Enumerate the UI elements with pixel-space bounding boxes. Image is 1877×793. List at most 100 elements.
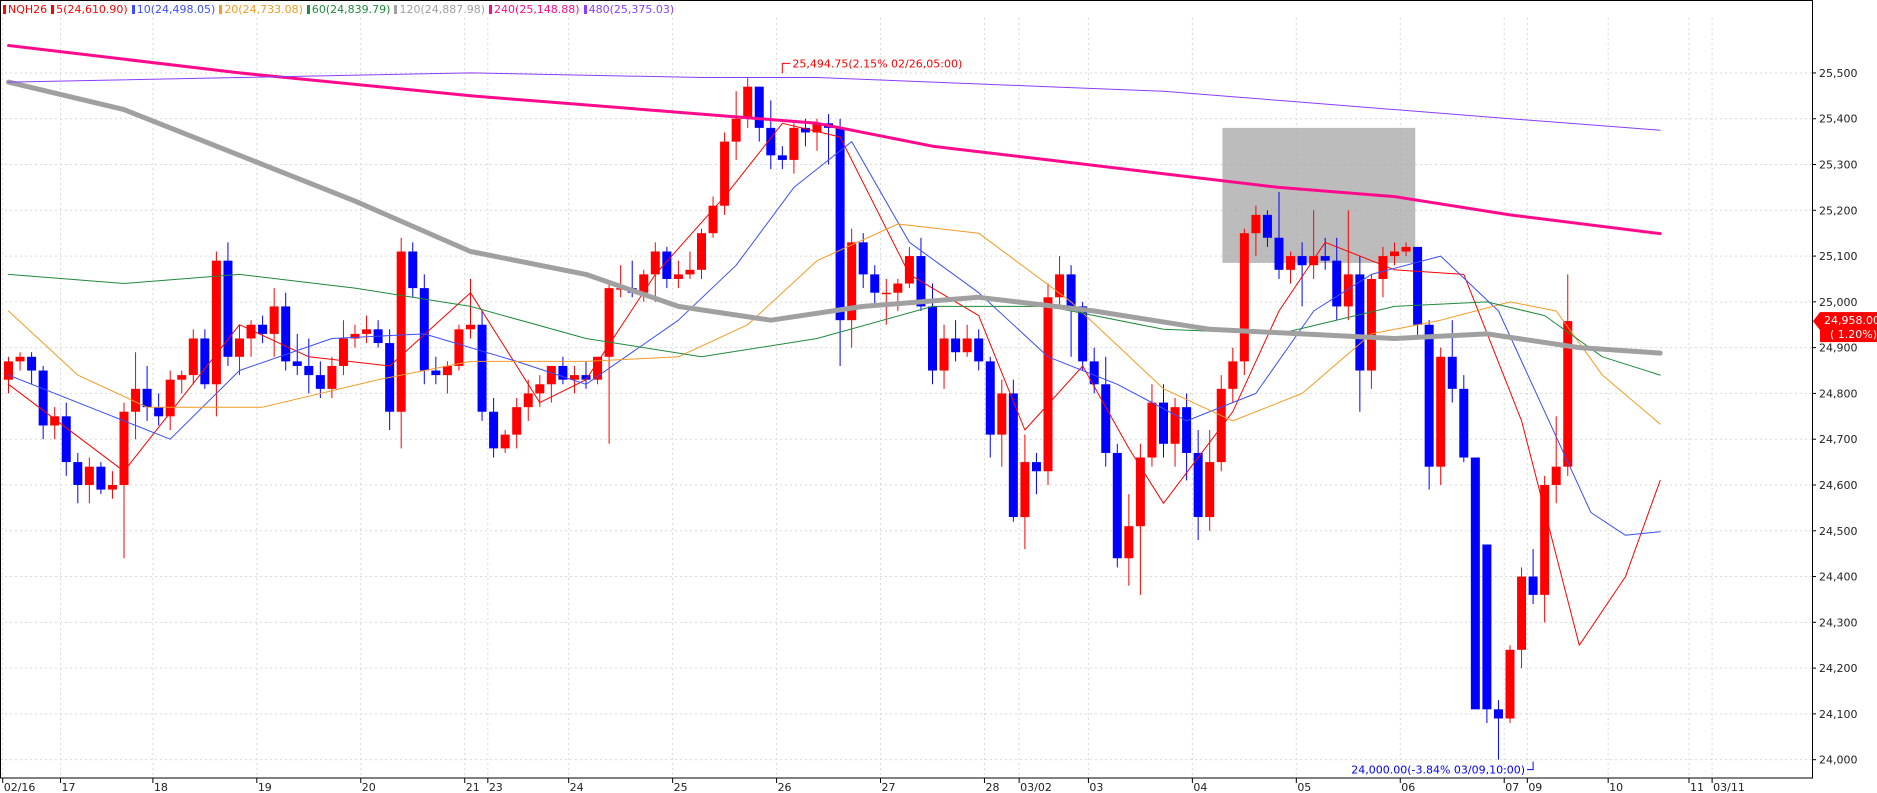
- candle: [1055, 256, 1065, 307]
- candle-body: [1378, 256, 1388, 279]
- x-tick-label: 06: [1401, 781, 1415, 793]
- candle: [1470, 457, 1480, 710]
- candle: [743, 77, 753, 128]
- candle: [131, 352, 141, 440]
- candle: [789, 123, 799, 174]
- low-marker-line: [1527, 761, 1534, 771]
- y-tick-label: 24,400: [1819, 571, 1858, 584]
- candle: [200, 329, 210, 389]
- candle: [777, 146, 787, 170]
- candle-body: [904, 256, 914, 284]
- candle-body: [1228, 361, 1238, 389]
- candle-body: [1563, 321, 1573, 467]
- candle: [188, 329, 198, 385]
- candle-body: [327, 365, 337, 389]
- chart-legend: NQH26 5(24,610.90) 10(24,498.05) 20(24,733.…: [3, 2, 678, 18]
- candle-body: [292, 361, 302, 366]
- x-tick-label: 02/16: [4, 781, 36, 793]
- candle-body: [1205, 462, 1215, 518]
- candle-body: [997, 393, 1007, 435]
- last-price-change: ( 1.20%): [1830, 328, 1877, 341]
- candle-body: [119, 411, 129, 485]
- x-tick-label: 05: [1297, 781, 1311, 793]
- candle-body: [581, 375, 591, 380]
- moving-average-5: [8, 122, 1661, 646]
- candle-body: [1159, 402, 1168, 444]
- legend-swatch: [306, 5, 310, 14]
- candle-body: [881, 292, 891, 295]
- candle-body: [1436, 356, 1446, 467]
- candle: [246, 320, 256, 357]
- candle-body: [431, 370, 441, 376]
- legend-swatch: [131, 5, 135, 14]
- x-tick-label: 25: [674, 781, 688, 793]
- candle: [1239, 228, 1249, 376]
- candle: [512, 398, 522, 449]
- candle: [477, 311, 487, 421]
- x-tick-label: 26: [778, 781, 792, 793]
- candle: [1101, 356, 1111, 467]
- candle: [362, 315, 372, 344]
- candle-body: [1020, 462, 1030, 518]
- candle: [1124, 494, 1134, 586]
- candle-body: [939, 338, 949, 371]
- candle: [754, 86, 764, 142]
- candle-body: [1470, 457, 1480, 710]
- candle-body: [1008, 393, 1018, 518]
- candle-body: [223, 260, 233, 357]
- y-tick-label: 24,900: [1819, 342, 1858, 355]
- candle-body: [1170, 407, 1180, 444]
- candle-body: [165, 379, 175, 417]
- candle-body: [454, 329, 464, 366]
- candle-body: [1343, 274, 1353, 307]
- legend-item: 240(25,148.88): [489, 3, 580, 16]
- candle: [84, 457, 94, 504]
- candle: [1309, 210, 1319, 279]
- candle: [1205, 430, 1215, 531]
- candle-body: [442, 365, 452, 376]
- candle-body: [1528, 576, 1538, 595]
- candle-body: [1517, 576, 1527, 650]
- candle: [847, 228, 857, 348]
- x-tick-label: 03: [1089, 781, 1103, 793]
- y-tick-label: 24,100: [1819, 708, 1858, 721]
- legend-label: NQH26: [8, 3, 48, 16]
- candle: [177, 370, 187, 394]
- candle: [985, 356, 995, 458]
- candle-body: [154, 407, 164, 417]
- x-tick-label: 27: [882, 781, 896, 793]
- x-tick-label: 18: [154, 781, 168, 793]
- candle-body: [1390, 251, 1399, 257]
- candle: [1528, 549, 1538, 605]
- candle: [1228, 347, 1238, 403]
- x-tick-label: 23: [489, 781, 503, 793]
- candle-body: [639, 274, 649, 293]
- candle: [396, 237, 406, 449]
- candle-body: [1459, 388, 1469, 458]
- candle-body: [928, 306, 937, 371]
- candle-body: [1193, 452, 1203, 518]
- candle: [870, 265, 880, 307]
- candle-body: [489, 411, 499, 449]
- candle-body: [523, 393, 533, 408]
- candle: [1343, 210, 1353, 321]
- candle-body: [269, 306, 279, 334]
- candle: [766, 100, 776, 170]
- y-tick-label: 25,100: [1819, 250, 1858, 263]
- y-tick-label: 25,500: [1819, 67, 1858, 80]
- candle-body: [1309, 256, 1319, 266]
- candle: [50, 407, 60, 440]
- candle: [1008, 379, 1018, 522]
- candle: [997, 379, 1007, 467]
- legend-item: 120(24,887.98): [394, 3, 485, 16]
- y-tick-label: 24,300: [1819, 616, 1858, 629]
- candle: [951, 320, 961, 362]
- y-tick-label: 24,800: [1819, 387, 1858, 400]
- candle-body: [338, 338, 348, 366]
- grid: [0, 18, 1812, 778]
- moving-average-20: [8, 223, 1661, 425]
- candle: [235, 324, 244, 376]
- candle: [292, 333, 302, 376]
